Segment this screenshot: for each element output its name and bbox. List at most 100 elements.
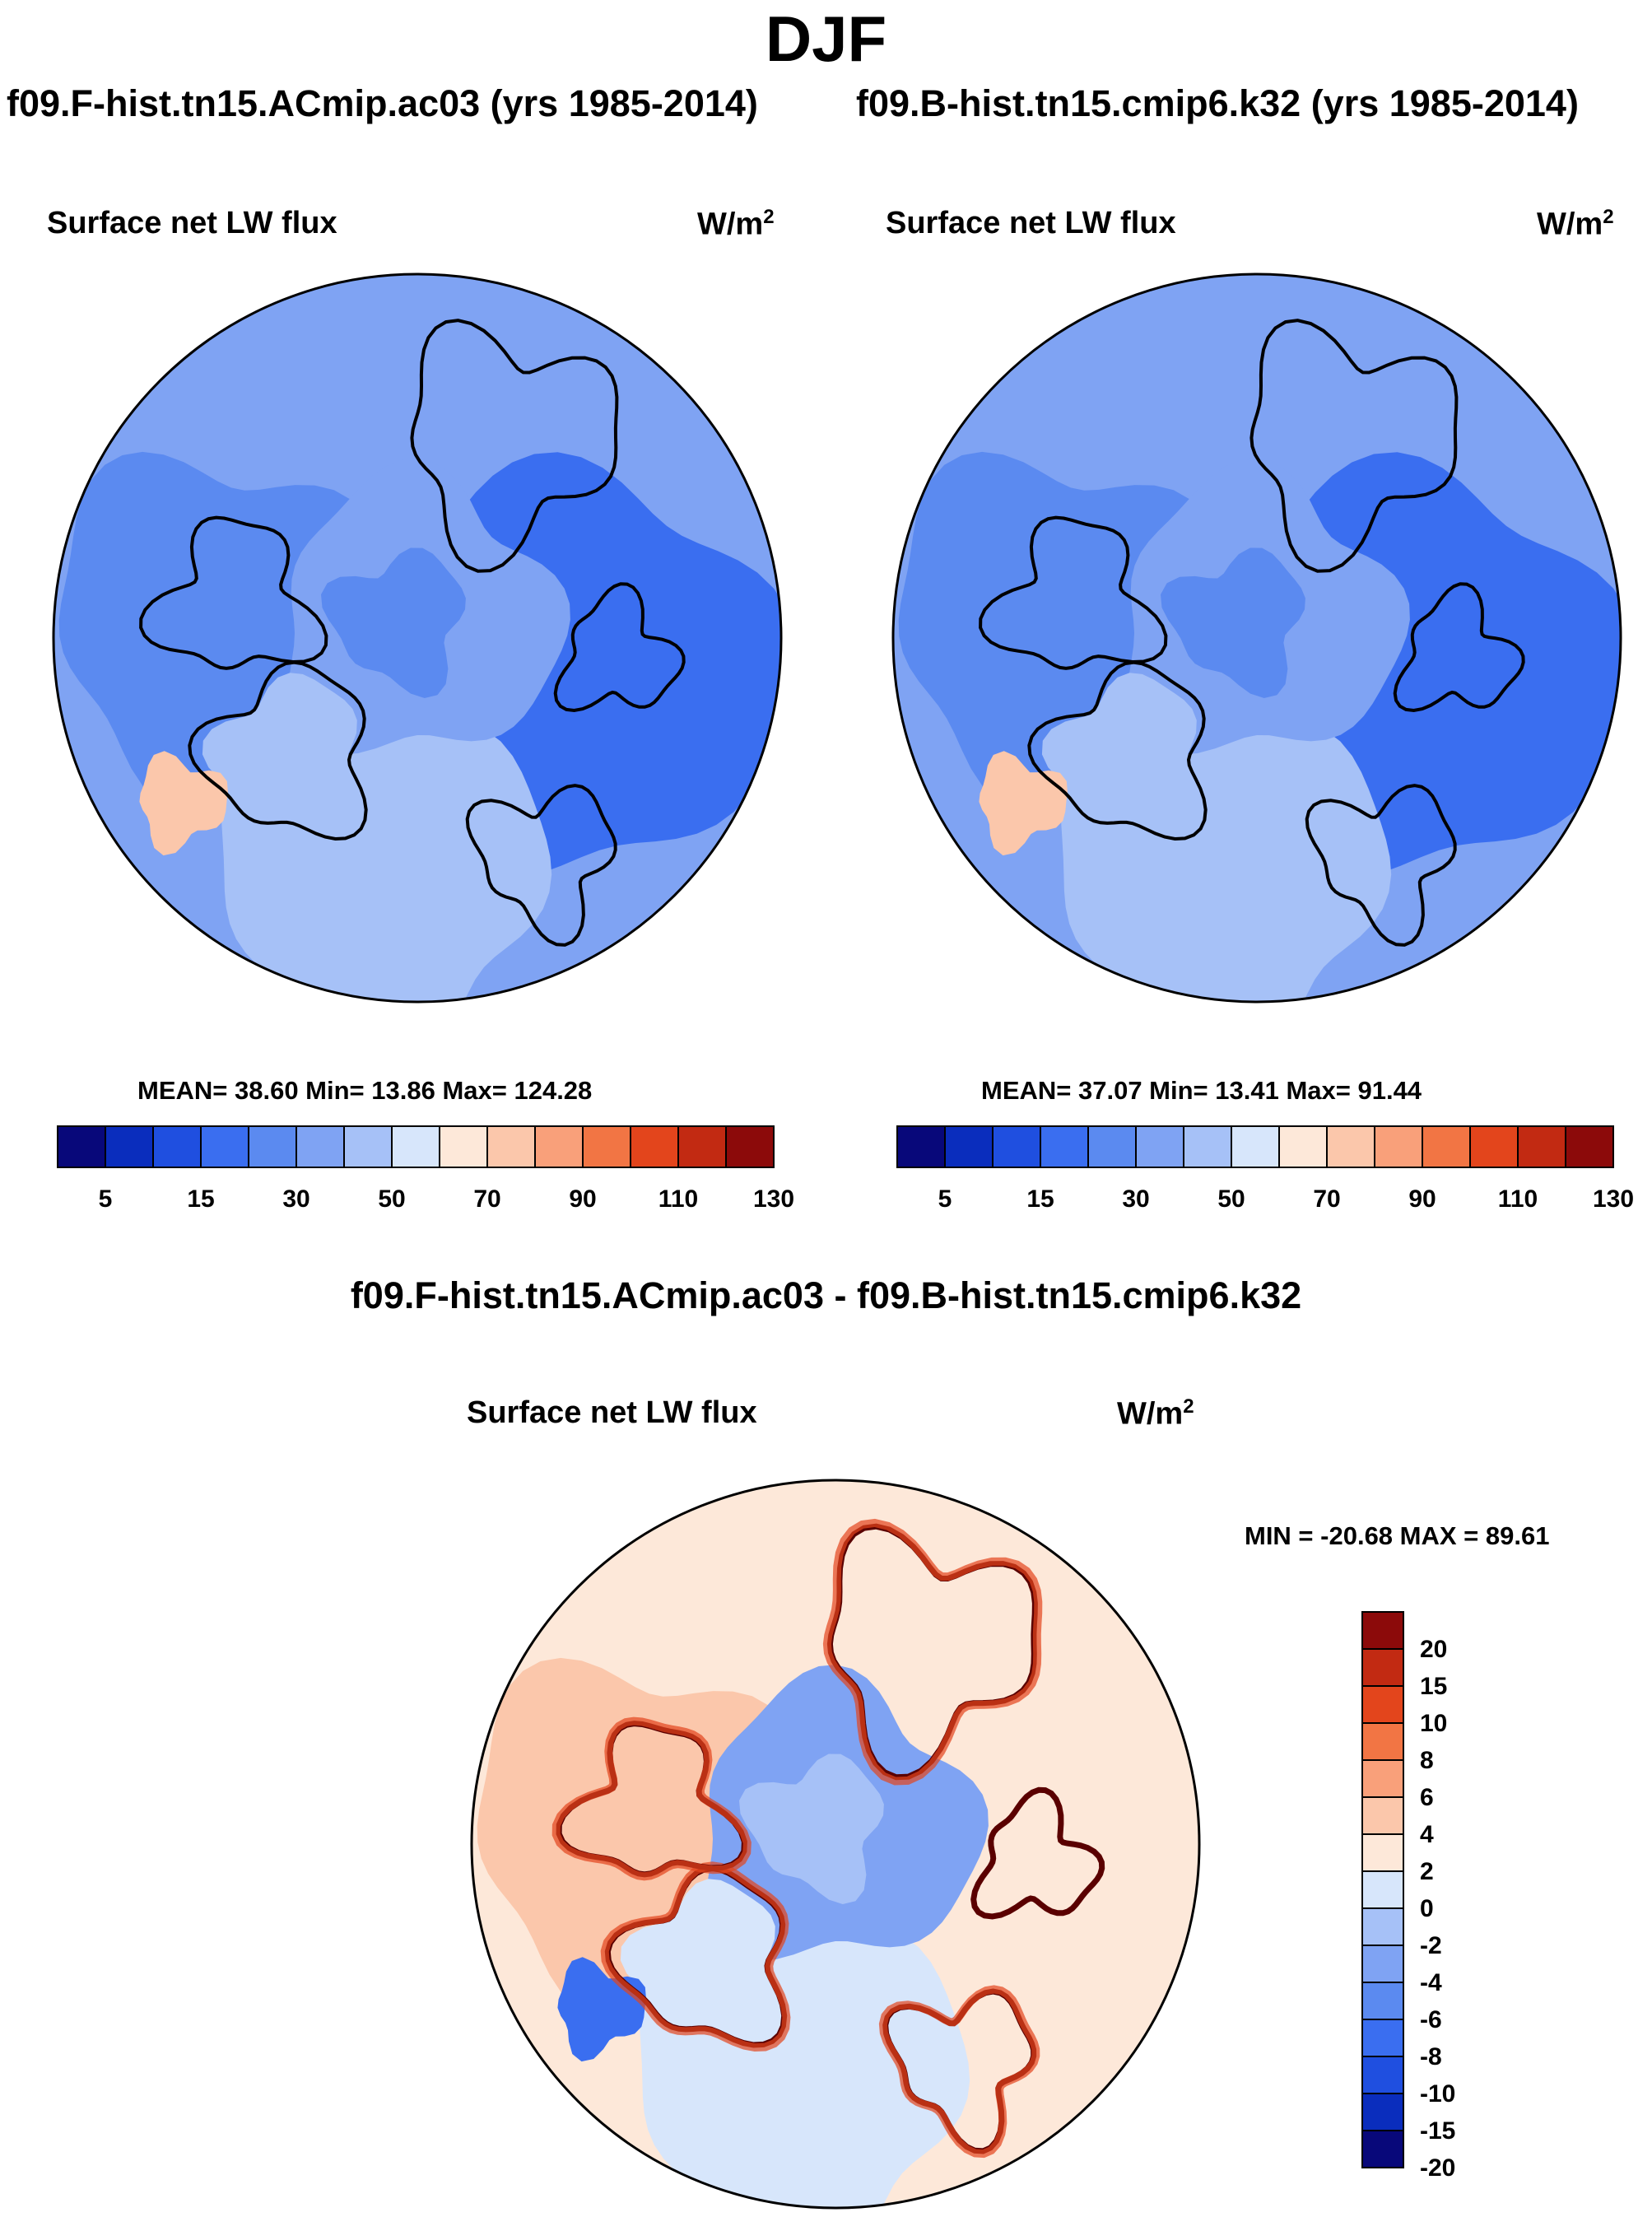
colorbar-1-tick-label: 90 [569, 1185, 596, 1213]
colorbar-2-swatch [1565, 1125, 1614, 1168]
colorbar-3-swatch [1361, 2093, 1404, 2131]
colorbar-1-swatch [391, 1125, 440, 1168]
colorbar-2-tick-label: 50 [1217, 1185, 1245, 1213]
colorbar-1-tick-label: 70 [473, 1185, 500, 1213]
difference-title: f09.F-hist.tn15.ACmip.ac03 - f09.B-hist.… [350, 1274, 1302, 1316]
region-greenland [202, 673, 358, 829]
diff-units: W/m2 [1117, 1395, 1194, 1432]
colorbar-3-tick-label: -15 [1420, 2117, 1455, 2145]
colorbar-2-swatch [944, 1125, 994, 1168]
colorbar-3-tick-label: 0 [1420, 1895, 1434, 1922]
colorbar-2-swatch [1183, 1125, 1232, 1168]
map-panel-right [891, 272, 1622, 1004]
coastline [1393, 582, 1525, 713]
colorbar-3-tick-label: -4 [1420, 1969, 1442, 1996]
map-boundary [891, 272, 1622, 1004]
colorbar-2-swatch [1326, 1125, 1375, 1168]
colorbar-2-swatch [1231, 1125, 1280, 1168]
diff-variable: Surface net LW flux [467, 1395, 757, 1430]
colorbar-3-swatch [1361, 1685, 1404, 1724]
colorbar-2-tick-label: 70 [1313, 1185, 1340, 1213]
colorbar-1-swatch [105, 1125, 154, 1168]
colorbar-1-tick-label: 110 [658, 1185, 698, 1213]
colorbar-2-tick-label: 130 [1593, 1185, 1634, 1213]
coastal-anomaly [600, 1861, 791, 2052]
colorbar-1-swatch [630, 1125, 679, 1168]
figure-title: DJF [765, 2, 887, 75]
colorbar-1-swatch [582, 1125, 631, 1168]
colorbar-3-swatch [1361, 1945, 1404, 1983]
colorbar-2-swatch [992, 1125, 1041, 1168]
colorbar-1-tick-label: 15 [187, 1185, 214, 1213]
map-field [893, 274, 1621, 1002]
colorbar-1-swatch [200, 1125, 249, 1168]
colorbar-3-swatch [1361, 1982, 1404, 2020]
colorbar-right: 5 15 30 50 70 90 110 130 [896, 1125, 1634, 1213]
colorbar-1-tick-label: 5 [99, 1185, 113, 1213]
panel2-stats: MEAN= 37.07 Min= 13.41 Max= 91.44 [981, 1076, 1422, 1105]
coastline [553, 582, 686, 713]
colorbar-3-tick-label: 8 [1420, 1747, 1434, 1774]
colorbar-3-tick-label: 10 [1420, 1710, 1447, 1737]
colorbar-3-swatch [1361, 1759, 1404, 1798]
colorbar-3-tick-label: -10 [1420, 2080, 1455, 2108]
colorbar-3-swatch [1361, 1796, 1404, 1835]
colorbar-1-tick-label: 30 [282, 1185, 309, 1213]
colorbar-2-tick-label: 15 [1026, 1185, 1054, 1213]
coastline [979, 515, 1168, 670]
map-boundary [52, 272, 783, 1004]
colorbar-2-swatch [1040, 1125, 1089, 1168]
panel2-units: W/m2 [1537, 206, 1614, 242]
colorbar-2-swatch [1278, 1125, 1328, 1168]
colorbar-3-swatch [1361, 2130, 1404, 2168]
colorbar-3-swatch [1361, 1722, 1404, 1761]
colorbar-3-swatch [1361, 2019, 1404, 2057]
colorbar-3-swatch [1361, 1870, 1404, 1909]
panel2-variable: Surface net LW flux [886, 206, 1176, 240]
colorbar-3-tick-label: 6 [1420, 1784, 1434, 1811]
colorbar-3-swatch [1361, 1648, 1404, 1687]
coastal-anomaly [551, 1716, 752, 1881]
colorbar-3-swatch [1361, 1611, 1404, 1650]
colorbar-3-tick-label: -8 [1420, 2043, 1442, 2070]
region-greenland [620, 1879, 776, 2035]
coastline [139, 515, 328, 670]
coastline [188, 660, 368, 841]
coastal-anomaly [822, 1518, 1043, 1786]
colorbar-3-swatch [1361, 1907, 1404, 1946]
colorbar-1-swatch [486, 1125, 536, 1168]
colorbar-3-tick-label: 15 [1420, 1673, 1447, 1700]
colorbar-2-tick-label: 30 [1122, 1185, 1149, 1213]
coastal-anomaly [878, 1985, 1040, 2159]
colorbar-1-swatch [248, 1125, 297, 1168]
colorbar-3-tick-label: -6 [1420, 2006, 1442, 2033]
colorbar-3-tick-label: -2 [1420, 1932, 1442, 1959]
colorbar-1-swatch [343, 1125, 393, 1168]
colorbar-2-tick-label: 5 [938, 1185, 952, 1213]
region-central-arctic [321, 547, 466, 698]
colorbar-2-swatch [1374, 1125, 1423, 1168]
colorbar-2-tick-label: 90 [1408, 1185, 1436, 1213]
colorbar-2-swatch [1087, 1125, 1137, 1168]
colorbar-2-swatch [896, 1125, 946, 1168]
map-panel-difference [470, 1479, 1201, 2210]
panel1-stats: MEAN= 38.60 Min= 13.86 Max= 124.28 [137, 1076, 593, 1105]
coastline [1249, 319, 1459, 573]
coastline [1027, 660, 1208, 841]
region-central-arctic [739, 1754, 884, 1904]
colorbar-3-swatch [1361, 1833, 1404, 1872]
colorbar-2-swatch [1469, 1125, 1519, 1168]
colorbar-1-swatch [725, 1125, 775, 1168]
coastline [410, 319, 619, 573]
map-field [54, 274, 781, 1002]
panel1-variable: Surface net LW flux [47, 206, 337, 240]
colorbar-1-swatch [152, 1125, 202, 1168]
colorbar-2-swatch [1517, 1125, 1566, 1168]
colorbar-3-tick-label: -20 [1420, 2154, 1455, 2182]
colorbar-2-tick-label: 110 [1498, 1185, 1538, 1213]
colorbar-1-swatch [534, 1125, 584, 1168]
colorbar-3-tick-label: 4 [1420, 1821, 1434, 1848]
map-boundary [470, 1479, 1201, 2210]
colorbar-2-swatch [1422, 1125, 1471, 1168]
